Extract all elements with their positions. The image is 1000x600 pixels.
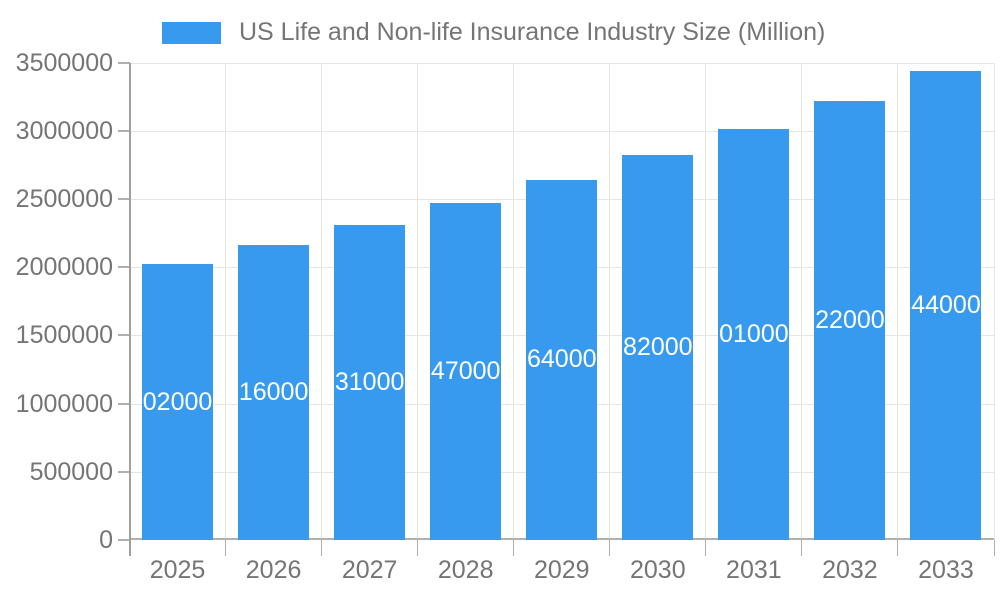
bar-value-label: 3010000 [718,320,789,349]
bar-value-label: 2310000 [334,367,405,396]
x-axis-label: 2033 [918,556,974,584]
bar-value-label: 2820000 [622,333,693,362]
gridline-vertical [513,62,515,540]
bar-2026[interactable]: 2160000 [238,245,310,540]
bar-2025[interactable]: 2020000 [142,264,214,540]
bar-2030[interactable]: 2820000 [622,155,694,540]
y-axis-label: 2500000 [15,184,113,213]
x-axis-label: 2029 [533,556,590,584]
plot-area: 2020000 2160000 2310000 2470000 2640000 28200… [129,62,995,540]
gridline-vertical [897,62,899,540]
bar-2031[interactable]: 3010000 [718,129,790,540]
x-axis-label: 2030 [629,556,686,584]
y-axis-line [128,62,131,556]
bar-value-label: 2640000 [526,345,597,374]
x-axis-label: 2026 [245,556,302,584]
bar-2029[interactable]: 2640000 [526,179,598,540]
bar-2027[interactable]: 2310000 [334,224,406,540]
gridline-vertical [321,62,323,540]
y-axis-tick [117,197,130,200]
x-axis-label: 2027 [341,556,398,584]
legend-swatch [162,21,221,44]
gridline-horizontal [129,130,994,132]
x-axis-label: 2031 [726,556,782,584]
bar-value-label: 2160000 [238,378,309,407]
gridline-vertical [705,62,707,540]
x-axis-tick [225,540,227,556]
bar-value-label: 3440000 [910,290,981,319]
y-axis-label: 3000000 [15,116,113,145]
gridline-horizontal [129,62,994,64]
x-axis-tick [993,540,995,556]
y-axis-label: 500000 [29,457,113,486]
bar-value-label: 3220000 [814,305,885,334]
y-axis-label: 3500000 [15,48,113,77]
gridline-vertical [609,62,611,540]
bar-value-label: 2470000 [430,357,501,385]
y-axis-tick [117,402,130,405]
gridline-vertical [993,62,995,540]
x-axis-tick [513,540,515,556]
bar-value-label: 2020000 [142,387,213,416]
x-axis-tick [705,540,707,556]
y-axis-tick [117,266,130,269]
x-axis-tick [609,540,611,556]
y-axis-tick [117,470,130,473]
x-axis-tick [321,540,323,556]
gridline-vertical [225,62,227,540]
y-axis-label: 1500000 [15,321,113,350]
x-axis-tick [417,540,419,556]
legend-label: US Life and Non-life Insurance Industry … [239,18,826,46]
y-axis-tick [117,129,130,132]
legend[interactable]: US Life and Non-life Insurance Industry … [162,18,825,47]
x-axis-label: 2032 [822,556,878,584]
y-axis-tick [117,61,130,64]
y-axis-label: 1000000 [15,389,113,418]
x-axis-tick [897,540,899,556]
x-axis-label: 2028 [437,556,494,584]
bar-2028[interactable]: 2470000 [430,203,502,540]
bar-2033[interactable]: 3440000 [910,70,982,540]
y-axis-label: 2000000 [15,253,113,282]
y-axis-tick [117,539,130,541]
y-axis-label: 0 [99,526,113,554]
x-axis-tick [801,540,803,556]
gridline-vertical [801,62,803,540]
gridline-vertical [417,62,419,540]
bar-2032[interactable]: 3220000 [814,100,886,540]
x-axis-label: 2025 [149,556,206,584]
y-axis-tick [117,334,130,337]
